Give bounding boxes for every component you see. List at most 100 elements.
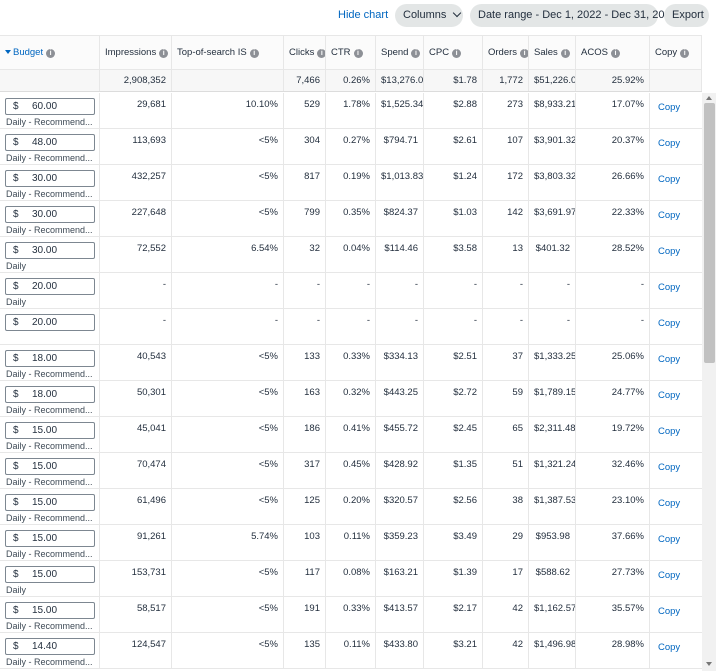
cell-cpc: $2.17 xyxy=(424,597,483,632)
info-icon[interactable]: i xyxy=(317,49,325,58)
budget-input[interactable]: $15.00 xyxy=(5,422,95,439)
copy-link[interactable]: Copy xyxy=(658,462,681,473)
scrollbar-thumb[interactable] xyxy=(704,103,715,363)
info-icon[interactable]: i xyxy=(353,49,363,58)
budget-input[interactable]: $20.00 xyxy=(5,278,95,295)
cell-acos: 19.72% xyxy=(576,417,650,452)
header-cpc[interactable]: CPC i xyxy=(424,36,483,69)
cell-cpc: $3.49 xyxy=(424,525,483,560)
info-icon[interactable]: i xyxy=(680,49,690,58)
copy-link[interactable]: Copy xyxy=(658,606,681,617)
cell-tos: <5% xyxy=(172,129,284,164)
budget-input[interactable]: $15.00 xyxy=(5,602,95,619)
info-icon[interactable]: i xyxy=(610,49,620,58)
cell-tos: <5% xyxy=(172,201,284,236)
cell-tos: <5% xyxy=(172,381,284,416)
budget-input[interactable]: $60.00 xyxy=(5,98,95,115)
scroll-down-arrow-icon[interactable] xyxy=(706,662,712,666)
currency-symbol: $ xyxy=(13,209,19,220)
cell-impressions: 91,261 xyxy=(100,525,172,560)
cell-tos: <5% xyxy=(172,561,284,596)
copy-link[interactable]: Copy xyxy=(658,426,681,437)
cell-acos: 28.98% xyxy=(576,633,650,668)
cell-spend: $413.57 xyxy=(376,597,424,632)
header-ctr[interactable]: CTR i xyxy=(326,36,376,69)
header-tos[interactable]: Top-of-search IS i xyxy=(172,36,284,69)
header-orders[interactable]: Orders i xyxy=(483,36,529,69)
copy-link[interactable]: Copy xyxy=(658,210,681,221)
cell-clicks: 304 xyxy=(284,129,326,164)
copy-link[interactable]: Copy xyxy=(658,534,681,545)
budget-value: 15.00 xyxy=(32,605,58,616)
cell-impressions: 72,552 xyxy=(100,237,172,272)
copy-link[interactable]: Copy xyxy=(658,138,681,149)
export-button[interactable]: Export xyxy=(664,4,709,27)
cell-budget: $30.00 Daily - Recommend... xyxy=(0,201,100,236)
copy-link[interactable]: Copy xyxy=(658,570,681,581)
header-label: CTR xyxy=(331,47,351,58)
info-icon[interactable]: i xyxy=(452,49,462,58)
budget-input[interactable]: $15.00 xyxy=(5,458,95,475)
header-acos[interactable]: ACOS i xyxy=(576,36,650,69)
header-clicks[interactable]: Clicks i xyxy=(284,36,326,69)
header-spend[interactable]: Spend i xyxy=(376,36,424,69)
cell-orders: 142 xyxy=(483,201,529,236)
summary-copy xyxy=(650,70,702,91)
info-icon[interactable]: i xyxy=(520,49,528,58)
copy-link[interactable]: Copy xyxy=(658,318,681,329)
copy-link[interactable]: Copy xyxy=(658,246,681,257)
cell-spend: $443.25 xyxy=(376,381,424,416)
copy-link[interactable]: Copy xyxy=(658,282,681,293)
cell-acos: 37.66% xyxy=(576,525,650,560)
budget-input[interactable]: $18.00 xyxy=(5,386,95,403)
copy-link[interactable]: Copy xyxy=(658,102,681,113)
header-budget[interactable]: Budget i xyxy=(0,36,100,69)
table-row: $20.00- - - - - - - - - Copy xyxy=(0,309,702,345)
budget-input[interactable]: $15.00 xyxy=(5,566,95,583)
info-icon[interactable]: i xyxy=(159,49,169,58)
info-icon[interactable]: i xyxy=(560,49,570,58)
info-icon[interactable]: i xyxy=(249,49,259,58)
budget-input[interactable]: $48.00 xyxy=(5,134,95,151)
cell-acos: 17.07% xyxy=(576,93,650,128)
budget-input[interactable]: $14.40 xyxy=(5,638,95,655)
cell-ctr: 0.08% xyxy=(326,561,376,596)
cell-acos: 32.46% xyxy=(576,453,650,488)
cell-spend: $163.21 xyxy=(376,561,424,596)
cell-spend: $359.23 xyxy=(376,525,424,560)
date-range-button[interactable]: Date range - Dec 1, 2022 - Dec 31, 2022 xyxy=(470,4,677,27)
currency-symbol: $ xyxy=(13,101,19,112)
cell-spend: $428.92 xyxy=(376,453,424,488)
header-copy[interactable]: Copy i xyxy=(650,36,702,69)
hide-chart-link[interactable]: Hide chart xyxy=(338,9,389,21)
cell-cpc: - xyxy=(424,309,483,344)
summary-ctr: 0.26% xyxy=(326,70,376,91)
budget-type-label: Daily - Recommend... xyxy=(6,549,93,559)
header-sales[interactable]: Sales i xyxy=(529,36,576,69)
budget-input[interactable]: $20.00 xyxy=(5,314,95,331)
scroll-up-arrow-icon[interactable] xyxy=(706,96,712,100)
budget-input[interactable]: $18.00 xyxy=(5,350,95,367)
copy-link[interactable]: Copy xyxy=(658,642,681,653)
copy-link[interactable]: Copy xyxy=(658,498,681,509)
budget-input[interactable]: $30.00 xyxy=(5,242,95,259)
header-label: Orders xyxy=(488,47,518,58)
cell-clicks: 191 xyxy=(284,597,326,632)
budget-input[interactable]: $15.00 xyxy=(5,494,95,511)
copy-link[interactable]: Copy xyxy=(658,354,681,365)
cell-ctr: 0.04% xyxy=(326,237,376,272)
cell-sales: $1,162.57 xyxy=(529,597,576,632)
cell-budget: $18.00 Daily - Recommend... xyxy=(0,381,100,416)
cell-impressions: 29,681 xyxy=(100,93,172,128)
info-icon[interactable]: i xyxy=(411,49,421,58)
cell-impressions: 432,257 xyxy=(100,165,172,200)
copy-link[interactable]: Copy xyxy=(658,174,681,185)
info-icon[interactable]: i xyxy=(46,49,56,58)
columns-dropdown-button[interactable]: Columns xyxy=(395,4,463,27)
budget-input[interactable]: $30.00 xyxy=(5,206,95,223)
budget-input[interactable]: $15.00 xyxy=(5,530,95,547)
header-impressions[interactable]: Impressions i xyxy=(100,36,172,69)
copy-link[interactable]: Copy xyxy=(658,390,681,401)
budget-input[interactable]: $30.00 xyxy=(5,170,95,187)
budget-value: 30.00 xyxy=(32,245,58,256)
